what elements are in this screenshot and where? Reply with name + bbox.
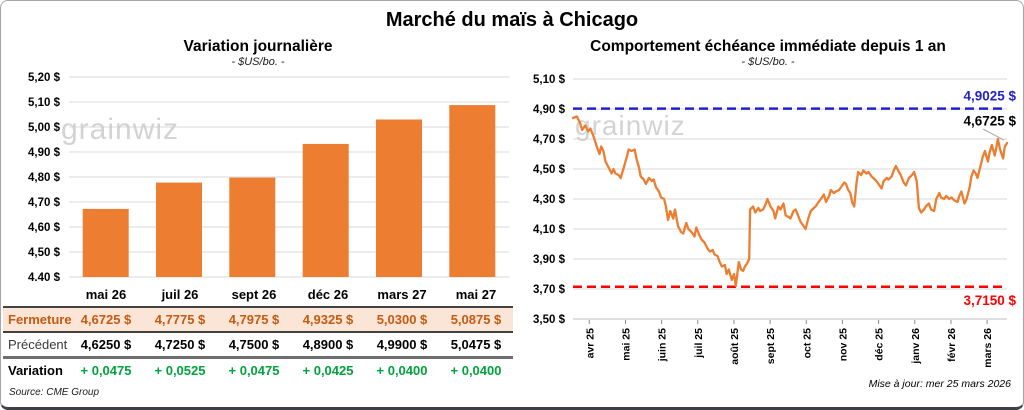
bar-chart-title: Variation journalière — [183, 38, 333, 55]
cell-previous: 4,7500 $ — [228, 337, 280, 352]
y-tick-label: 4,70 $ — [28, 197, 61, 209]
y-tick-label: 4,50 $ — [533, 164, 566, 176]
low-ref-label: 3,7150 $ — [963, 293, 1016, 308]
line-chart-title: Comportement échéance immédiate depuis 1… — [590, 38, 946, 55]
update-note: Mise à jour: mer 25 mars 2026 — [868, 378, 1011, 390]
x-tick-label: déc 25 — [874, 328, 886, 361]
futures-table: mai 26 juil 26 sept 26 déc 26 mars 27 ma… — [3, 285, 513, 382]
y-tick-label: 4,80 $ — [28, 172, 61, 184]
column-header: mars 27 — [377, 287, 427, 302]
leader-line — [982, 128, 1005, 141]
table-row-precedent: Précédent 4,6250 $ 4,7250 $ 4,7500 $ 4,8… — [3, 332, 513, 358]
column-header: déc 26 — [307, 287, 349, 302]
y-tick-label: 5,00 $ — [28, 122, 61, 134]
row-label: Précédent — [8, 337, 68, 352]
bar-sept 26 — [229, 177, 276, 277]
bar-mai 27 — [449, 105, 496, 277]
table-header-row: mai 26 juil 26 sept 26 déc 26 mars 27 ma… — [3, 285, 513, 307]
bar-mars 27 — [376, 119, 422, 277]
cell-change: + 0,0475 — [228, 363, 280, 378]
y-tick-label: 4,60 $ — [28, 222, 61, 234]
x-tick-label: févr 26 — [946, 328, 958, 362]
cell-change: + 0,0400 — [450, 363, 502, 378]
cell-change: + 0,0475 — [80, 363, 132, 378]
last-price-label: 4,6725 $ — [963, 114, 1016, 129]
y-tick-label: 5,10 $ — [533, 74, 566, 86]
line-chart: 3,50 $ 3,70 $ 3,90 $ 4,10 $ 4,30 $ 4,50 $ 4,70… — [533, 74, 1016, 368]
grainwiz-watermark: grainwiz — [61, 113, 179, 146]
bar-déc 26 — [302, 143, 349, 277]
y-tick-label: 4,90 $ — [28, 147, 61, 159]
y-tick-label: 3,90 $ — [533, 254, 566, 266]
line-chart-subtitle: - $US/bo. - — [741, 56, 795, 68]
bar-mai 26 — [82, 208, 129, 277]
column-header: juil 26 — [161, 287, 199, 302]
grainwiz-watermark: grainwiz — [575, 110, 686, 141]
cell-previous: 5,0475 $ — [450, 337, 502, 352]
row-label: Fermeture — [8, 312, 72, 327]
cell-change: + 0,0400 — [376, 363, 428, 378]
y-tick-label: 4,30 $ — [533, 194, 566, 206]
cell-close: 4,6725 $ — [80, 312, 132, 327]
front-month-panel: Comportement échéance immédiate depuis 1… — [515, 37, 1021, 390]
y-tick-label: 4,10 $ — [533, 224, 566, 236]
table-row-fermeture: Fermeture 4,6725 $ 4,7775 $ 4,7975 $ 4,9… — [3, 307, 513, 332]
daily-variation-panel: Variation journalière - $US/bo. - 4,40 $… — [3, 37, 513, 398]
x-tick-label: nov 25 — [837, 328, 849, 361]
x-tick-label: sept 25 — [765, 328, 777, 364]
cell-close: 5,0875 $ — [450, 312, 502, 327]
cell-change: + 0,0525 — [154, 363, 206, 378]
x-tick-label: août 25 — [729, 328, 741, 365]
source-note: Source: CME Group — [9, 387, 100, 398]
y-tick-label: 4,50 $ — [28, 247, 61, 259]
cell-close: 4,7975 $ — [228, 312, 280, 327]
column-header: mai 27 — [455, 287, 497, 302]
bar-chart-subtitle: - $US/bo. - — [231, 56, 285, 68]
y-tick-label: 3,70 $ — [533, 284, 566, 296]
x-tick-label: juil 25 — [693, 328, 705, 359]
x-tick-label: janv 26 — [910, 328, 922, 365]
cell-previous: 4,8900 $ — [302, 337, 354, 352]
price-line — [571, 115, 1009, 288]
y-tick-label: 4,90 $ — [533, 104, 566, 116]
y-tick-label: 5,20 $ — [28, 72, 61, 84]
x-tick-label: juin 25 — [657, 328, 669, 362]
y-tick-label: 3,50 $ — [533, 314, 566, 326]
high-ref-label: 4,9025 $ — [963, 89, 1016, 104]
y-tick-label: 4,70 $ — [533, 134, 566, 146]
cell-previous: 4,6250 $ — [80, 337, 132, 352]
column-header: mai 26 — [85, 287, 127, 302]
cell-close: 5,0300 $ — [376, 312, 428, 327]
bar-juil 26 — [156, 182, 202, 277]
cell-previous: 4,7250 $ — [154, 337, 206, 352]
x-tick-label: avr 25 — [584, 328, 596, 359]
bar-chart: 4,40 $ 4,50 $ 4,60 $ 4,70 $ 4,80 $ 4,90 $ 5,00… — [28, 72, 509, 281]
cell-change: + 0,0425 — [302, 363, 354, 378]
x-tick-label: oct 25 — [801, 328, 813, 359]
y-tick-label: 5,10 $ — [28, 97, 61, 109]
cell-previous: 4,9900 $ — [376, 337, 428, 352]
cell-close: 4,7775 $ — [154, 312, 206, 327]
corner-cell — [3, 285, 69, 307]
table-row-variation: Variation + 0,0475 + 0,0525 + 0,0475 + 0… — [3, 357, 513, 383]
column-header: sept 26 — [231, 287, 277, 302]
row-label: Variation — [8, 363, 63, 378]
cell-close: 4,9325 $ — [302, 312, 354, 327]
y-tick-label: 4,40 $ — [28, 272, 61, 281]
x-tick-label: mars 26 — [982, 328, 994, 368]
x-tick-label: mai 25 — [620, 328, 632, 361]
page-title: Marché du maïs à Chicago — [385, 9, 639, 31]
